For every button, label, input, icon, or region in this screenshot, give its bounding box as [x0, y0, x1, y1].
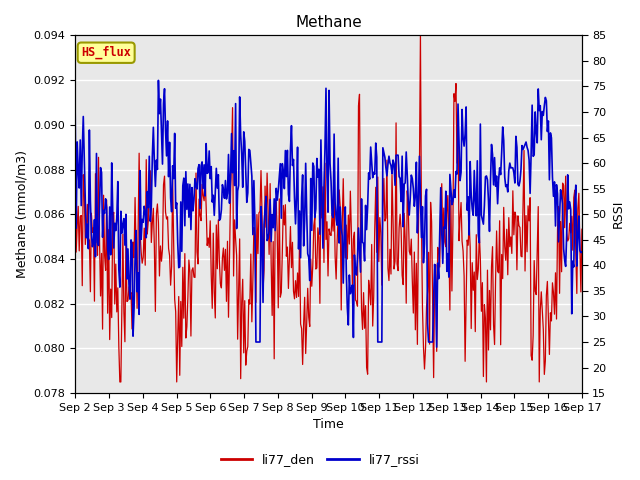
Text: HS_flux: HS_flux — [81, 46, 131, 60]
Legend: li77_den, li77_rssi: li77_den, li77_rssi — [216, 448, 424, 471]
Y-axis label: Methane (mmol/m3): Methane (mmol/m3) — [15, 150, 28, 278]
X-axis label: Time: Time — [313, 419, 344, 432]
Title: Methane: Methane — [295, 15, 362, 30]
Y-axis label: RSSI: RSSI — [612, 200, 625, 228]
